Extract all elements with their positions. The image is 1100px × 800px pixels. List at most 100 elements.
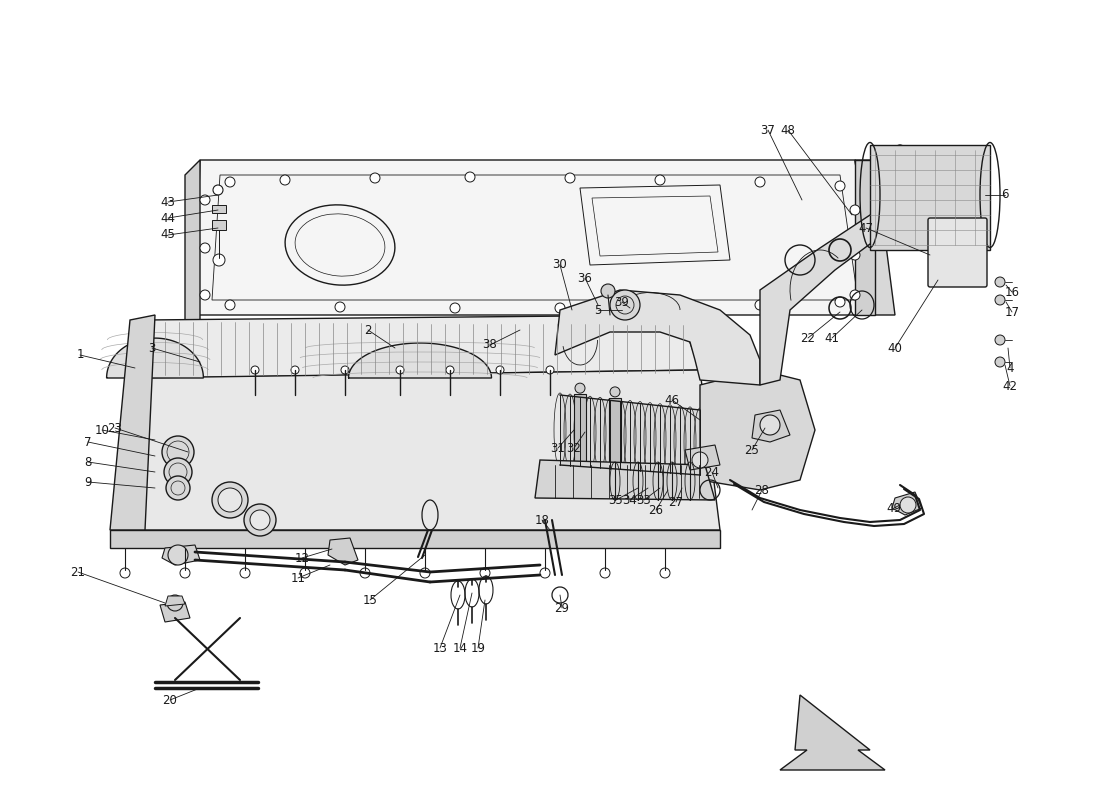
Polygon shape [212,205,226,213]
Circle shape [755,177,764,187]
Polygon shape [700,370,815,490]
Polygon shape [130,370,720,530]
Circle shape [565,173,575,183]
Text: 32: 32 [566,442,582,454]
Text: 12: 12 [295,551,309,565]
Text: 3: 3 [148,342,156,354]
Circle shape [226,177,235,187]
Polygon shape [110,530,720,548]
Circle shape [546,366,554,374]
Polygon shape [348,343,492,378]
Circle shape [213,185,223,195]
Circle shape [600,568,610,578]
Circle shape [850,205,860,215]
Text: 33: 33 [637,494,651,506]
Circle shape [166,476,190,500]
Circle shape [370,173,379,183]
Circle shape [654,302,666,312]
Circle shape [213,254,226,266]
Circle shape [850,290,860,300]
Text: 8: 8 [85,455,91,469]
Text: 13: 13 [432,642,448,654]
Circle shape [835,181,845,191]
Text: 14: 14 [452,642,468,654]
Text: 23: 23 [108,422,122,434]
Circle shape [300,568,310,578]
Text: 22: 22 [801,331,815,345]
Circle shape [996,357,1005,367]
Text: 19: 19 [471,642,485,654]
Circle shape [280,175,290,185]
Circle shape [450,303,460,313]
Text: 24: 24 [704,466,719,478]
Text: 30: 30 [552,258,568,271]
Circle shape [218,488,242,512]
Polygon shape [685,445,720,470]
Text: 43: 43 [161,195,175,209]
Circle shape [996,277,1005,287]
Text: 39: 39 [615,295,629,309]
Text: 41: 41 [825,331,839,345]
Text: 48: 48 [781,123,795,137]
Text: 45: 45 [161,229,175,242]
Circle shape [396,366,404,374]
Circle shape [601,284,615,298]
Circle shape [180,568,190,578]
Polygon shape [855,160,895,315]
Text: 44: 44 [161,211,176,225]
Polygon shape [609,398,622,472]
Polygon shape [892,492,922,515]
Text: 38: 38 [483,338,497,351]
Circle shape [540,568,550,578]
Text: 28: 28 [755,483,769,497]
Circle shape [250,510,270,530]
Polygon shape [752,410,790,442]
Text: 20: 20 [163,694,177,706]
Circle shape [465,172,475,182]
Text: 46: 46 [664,394,680,406]
Circle shape [496,366,504,374]
Circle shape [251,366,258,374]
Circle shape [575,383,585,393]
Text: 36: 36 [578,271,593,285]
Circle shape [200,290,210,300]
Circle shape [654,175,666,185]
Text: 11: 11 [290,571,306,585]
Circle shape [446,366,454,374]
Circle shape [610,387,620,397]
Circle shape [835,297,845,307]
Polygon shape [110,315,155,530]
Circle shape [226,300,235,310]
Text: 31: 31 [551,442,565,454]
Circle shape [556,303,565,313]
Text: 26: 26 [649,503,663,517]
Polygon shape [760,210,910,385]
Text: 4: 4 [1006,362,1014,374]
Circle shape [755,300,764,310]
Text: 17: 17 [1004,306,1020,318]
Circle shape [212,482,248,518]
Polygon shape [195,160,874,315]
Polygon shape [870,145,990,250]
Circle shape [760,415,780,435]
Polygon shape [535,460,715,500]
Circle shape [162,436,194,468]
Circle shape [244,504,276,536]
Circle shape [336,302,345,312]
Circle shape [240,568,250,578]
Circle shape [360,568,370,578]
Text: 10: 10 [95,423,109,437]
Polygon shape [560,395,700,475]
Text: 6: 6 [1001,189,1009,202]
Text: 27: 27 [669,495,683,509]
Circle shape [200,195,210,205]
Polygon shape [162,545,200,565]
Text: 9: 9 [85,475,91,489]
Circle shape [996,295,1005,305]
Text: 35: 35 [608,494,624,506]
Polygon shape [160,602,190,622]
Polygon shape [780,695,886,770]
Text: 42: 42 [1002,379,1018,393]
Circle shape [168,545,188,565]
Polygon shape [185,160,200,320]
